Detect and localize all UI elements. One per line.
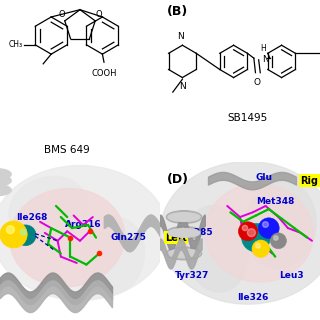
Text: N: N — [179, 82, 186, 91]
Ellipse shape — [0, 169, 11, 180]
Ellipse shape — [0, 175, 11, 186]
Circle shape — [270, 233, 286, 249]
Text: BMS 649: BMS 649 — [44, 145, 90, 155]
Ellipse shape — [9, 176, 87, 242]
Ellipse shape — [184, 205, 248, 292]
Circle shape — [238, 222, 258, 241]
Text: Cys285: Cys285 — [177, 228, 213, 237]
Text: COOH: COOH — [91, 69, 117, 78]
Text: CH₃: CH₃ — [8, 40, 22, 49]
Text: Gln275: Gln275 — [110, 233, 146, 242]
Ellipse shape — [166, 227, 202, 239]
Text: (B): (B) — [166, 5, 188, 18]
Text: Met348: Met348 — [256, 197, 294, 206]
Text: Ile268: Ile268 — [16, 212, 48, 221]
Text: O: O — [58, 10, 65, 19]
Ellipse shape — [160, 162, 320, 304]
Text: (D): (D) — [166, 173, 188, 186]
Circle shape — [242, 225, 248, 231]
Text: Glu: Glu — [255, 173, 273, 182]
Circle shape — [247, 229, 255, 236]
Ellipse shape — [168, 213, 200, 221]
Circle shape — [242, 223, 270, 252]
Circle shape — [274, 236, 278, 240]
Text: O: O — [95, 10, 102, 19]
Ellipse shape — [205, 184, 314, 282]
Circle shape — [252, 240, 270, 257]
Ellipse shape — [168, 249, 200, 258]
Ellipse shape — [10, 188, 125, 287]
Text: SB1495: SB1495 — [228, 113, 268, 123]
Ellipse shape — [0, 185, 11, 196]
Text: N: N — [262, 55, 268, 64]
Ellipse shape — [166, 211, 202, 223]
Text: N: N — [177, 32, 184, 41]
Circle shape — [20, 229, 26, 235]
Circle shape — [15, 225, 36, 245]
Text: Leu3: Leu3 — [279, 271, 303, 280]
Text: H: H — [260, 44, 266, 53]
Ellipse shape — [166, 247, 202, 260]
Text: Rig: Rig — [300, 176, 318, 186]
Circle shape — [6, 226, 14, 234]
Circle shape — [259, 218, 279, 238]
Circle shape — [256, 243, 260, 248]
Text: O: O — [253, 77, 260, 87]
Ellipse shape — [244, 182, 316, 268]
Text: Tyr327: Tyr327 — [175, 271, 209, 280]
Text: Left: Left — [165, 233, 187, 243]
Ellipse shape — [0, 165, 168, 300]
Ellipse shape — [168, 228, 200, 237]
Circle shape — [0, 221, 27, 248]
Text: Ile326: Ile326 — [237, 293, 268, 302]
Circle shape — [262, 222, 268, 228]
Ellipse shape — [79, 218, 145, 296]
Text: Arg316: Arg316 — [65, 220, 101, 229]
